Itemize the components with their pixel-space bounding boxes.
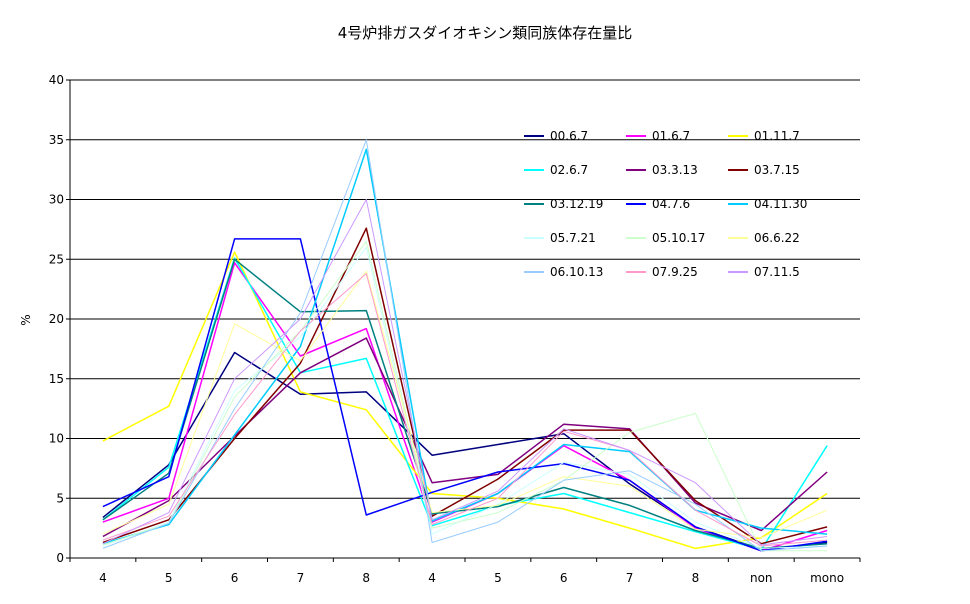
legend-label: 07.9.25: [652, 265, 698, 279]
legend-label: 05.10.17: [652, 231, 705, 245]
x-tick-label: 8: [362, 571, 370, 585]
legend-label: 06.10.13: [550, 265, 603, 279]
series-line-8: [102, 148, 828, 545]
legend-label: 07.11.5: [754, 265, 800, 279]
series-line-13: [102, 273, 828, 547]
y-tick-label: 40: [49, 73, 64, 87]
series-line-10: [102, 240, 828, 552]
legend-label: 03.3.13: [652, 163, 698, 177]
legend-label: 06.6.22: [754, 231, 800, 245]
y-tick-label: 0: [56, 551, 64, 565]
x-tick-label: 8: [692, 571, 700, 585]
series-line-5: [102, 227, 828, 545]
legend-label: 05.7.21: [550, 231, 596, 245]
x-tick-label: 7: [297, 571, 305, 585]
chart-title: 4号炉排ガスダイオキシン類同族体存在量比: [338, 24, 633, 42]
series-line-12: [102, 139, 828, 552]
gridlines: [70, 79, 860, 499]
y-tick-label: 15: [49, 372, 64, 386]
legend-label: 04.11.30: [754, 197, 807, 211]
legend-label: 02.6.7: [550, 163, 588, 177]
series-line-14: [102, 199, 828, 546]
y-axis-label: %: [19, 314, 33, 325]
x-tick-label: 5: [165, 571, 173, 585]
series-lines: [102, 139, 828, 552]
x-tick-label: mono: [810, 571, 844, 585]
legend-label: 03.12.19: [550, 197, 603, 211]
y-tick-label: 20: [49, 312, 64, 326]
legend-label: 04.7.6: [652, 197, 690, 211]
y-tick-label: 35: [49, 133, 64, 147]
y-tick-label: 25: [49, 252, 64, 266]
y-tick-label: 5: [56, 491, 64, 505]
legend: 00.6.7 01.6.7 01.11.7 02.6.7 03.3.13 03.7.15 0…: [524, 129, 807, 279]
legend-label: 01.6.7: [652, 129, 690, 143]
x-tick-label: 6: [560, 571, 568, 585]
y-tick-label: 10: [49, 432, 64, 446]
x-tick-label: non: [750, 571, 773, 585]
series-line-9: [102, 246, 828, 549]
x-tick-label: 6: [231, 571, 239, 585]
legend-label: 03.7.15: [754, 163, 800, 177]
x-tick-label: 7: [626, 571, 634, 585]
x-tick-label: 4: [99, 571, 107, 585]
y-tick-label: 30: [49, 193, 64, 207]
legend-label: 01.11.7: [754, 129, 800, 143]
series-line-6: [102, 258, 828, 550]
series-line-11: [102, 270, 828, 539]
legend-label: 00.6.7: [550, 129, 588, 143]
x-tick-label: 4: [428, 571, 436, 585]
x-tick-label: 5: [494, 571, 502, 585]
